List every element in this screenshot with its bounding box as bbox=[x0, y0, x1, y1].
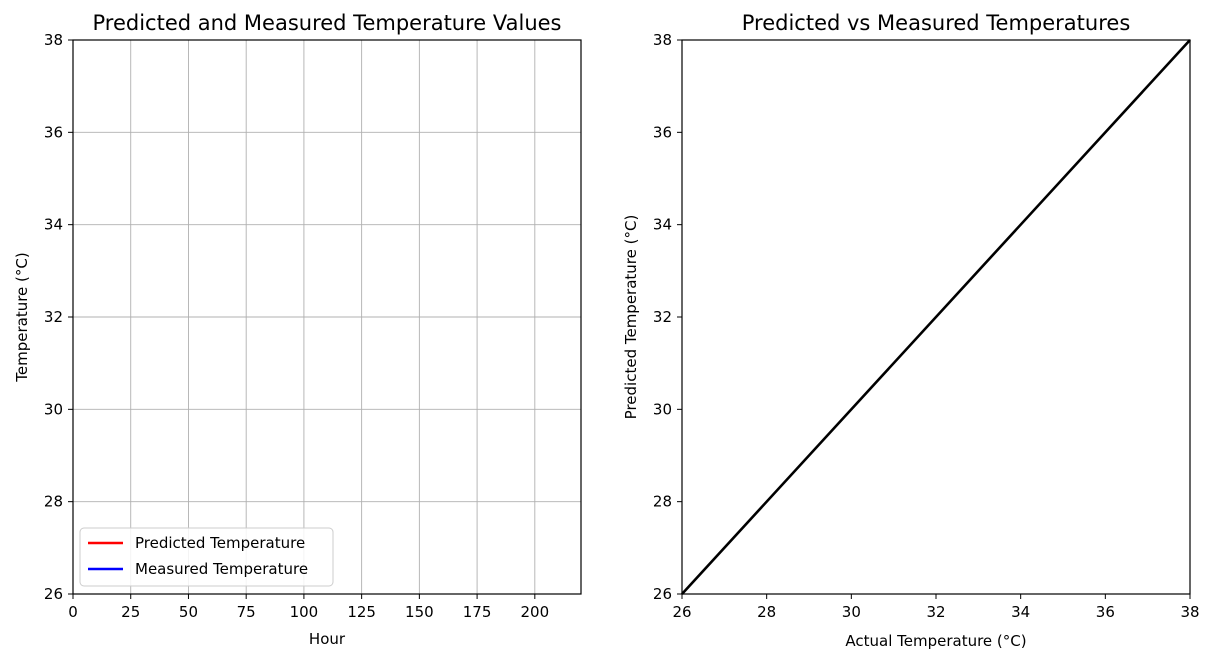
legend-label-predicted: Predicted Temperature bbox=[135, 534, 305, 552]
x-tick-label: 26 bbox=[672, 603, 691, 621]
x-tick-label: 25 bbox=[121, 603, 140, 621]
y-tick-label: 30 bbox=[44, 400, 63, 418]
x-tick-label: 32 bbox=[926, 603, 945, 621]
x-tick-label: 125 bbox=[347, 603, 376, 621]
x-tick-label: 28 bbox=[757, 603, 776, 621]
x-tick-label: 100 bbox=[290, 603, 319, 621]
y-tick-label: 32 bbox=[653, 308, 672, 326]
y-tick-label: 28 bbox=[44, 493, 63, 511]
x-tick-label: 0 bbox=[68, 603, 78, 621]
y-tick-label: 30 bbox=[653, 400, 672, 418]
x-tick-label: 38 bbox=[1180, 603, 1199, 621]
legend-box bbox=[79, 527, 334, 587]
chart2-title: Predicted vs Measured Temperatures bbox=[742, 11, 1131, 35]
x-tick-label: 36 bbox=[1096, 603, 1115, 621]
scatter-comparison-chart: Predicted vs Measured Temperatures 26 28 3… bbox=[622, 11, 1200, 650]
chart1-legend: Predicted Temperature Measured Temperatu… bbox=[79, 527, 334, 587]
x-tick-label: 75 bbox=[237, 603, 256, 621]
chart1-y-ticks: 26 28 30 32 34 36 38 bbox=[44, 31, 73, 603]
reference-line bbox=[681, 39, 1191, 595]
chart1-grid bbox=[72, 39, 581, 595]
time-series-chart: Predicted and Measured Temperature Value… bbox=[13, 11, 582, 648]
chart2-y-axis-label: Predicted Temperature (°C) bbox=[622, 215, 640, 420]
y-tick-label: 26 bbox=[44, 585, 63, 603]
y-tick-label: 36 bbox=[44, 123, 63, 141]
chart1-title: Predicted and Measured Temperature Value… bbox=[92, 11, 561, 35]
y-tick-label: 36 bbox=[653, 123, 672, 141]
x-tick-label: 34 bbox=[1011, 603, 1030, 621]
x-tick-label: 175 bbox=[463, 603, 492, 621]
y-tick-label: 34 bbox=[44, 216, 63, 234]
chart1-x-ticks: 0 25 50 75 100 125 150 175 200 bbox=[68, 594, 549, 621]
x-tick-label: 200 bbox=[520, 603, 549, 621]
chart2-x-ticks: 26 28 30 32 34 36 38 bbox=[672, 594, 1200, 621]
x-tick-label: 50 bbox=[179, 603, 198, 621]
y-tick-label: 38 bbox=[44, 31, 63, 49]
y-tick-label: 28 bbox=[653, 493, 672, 511]
y-tick-label: 32 bbox=[44, 308, 63, 326]
y-tick-label: 26 bbox=[653, 585, 672, 603]
chart2-y-ticks: 26 28 30 32 34 36 38 bbox=[653, 31, 682, 603]
y-tick-label: 34 bbox=[653, 216, 672, 234]
x-tick-label: 30 bbox=[842, 603, 861, 621]
chart1-x-axis-label: Hour bbox=[309, 630, 346, 648]
chart1-y-axis-label: Temperature (°C) bbox=[13, 252, 31, 382]
legend-label-measured: Measured Temperature bbox=[135, 560, 308, 578]
chart2-series bbox=[681, 39, 1191, 595]
x-tick-label: 150 bbox=[405, 603, 434, 621]
y-tick-label: 38 bbox=[653, 31, 672, 49]
chart2-x-axis-label: Actual Temperature (°C) bbox=[845, 632, 1026, 650]
